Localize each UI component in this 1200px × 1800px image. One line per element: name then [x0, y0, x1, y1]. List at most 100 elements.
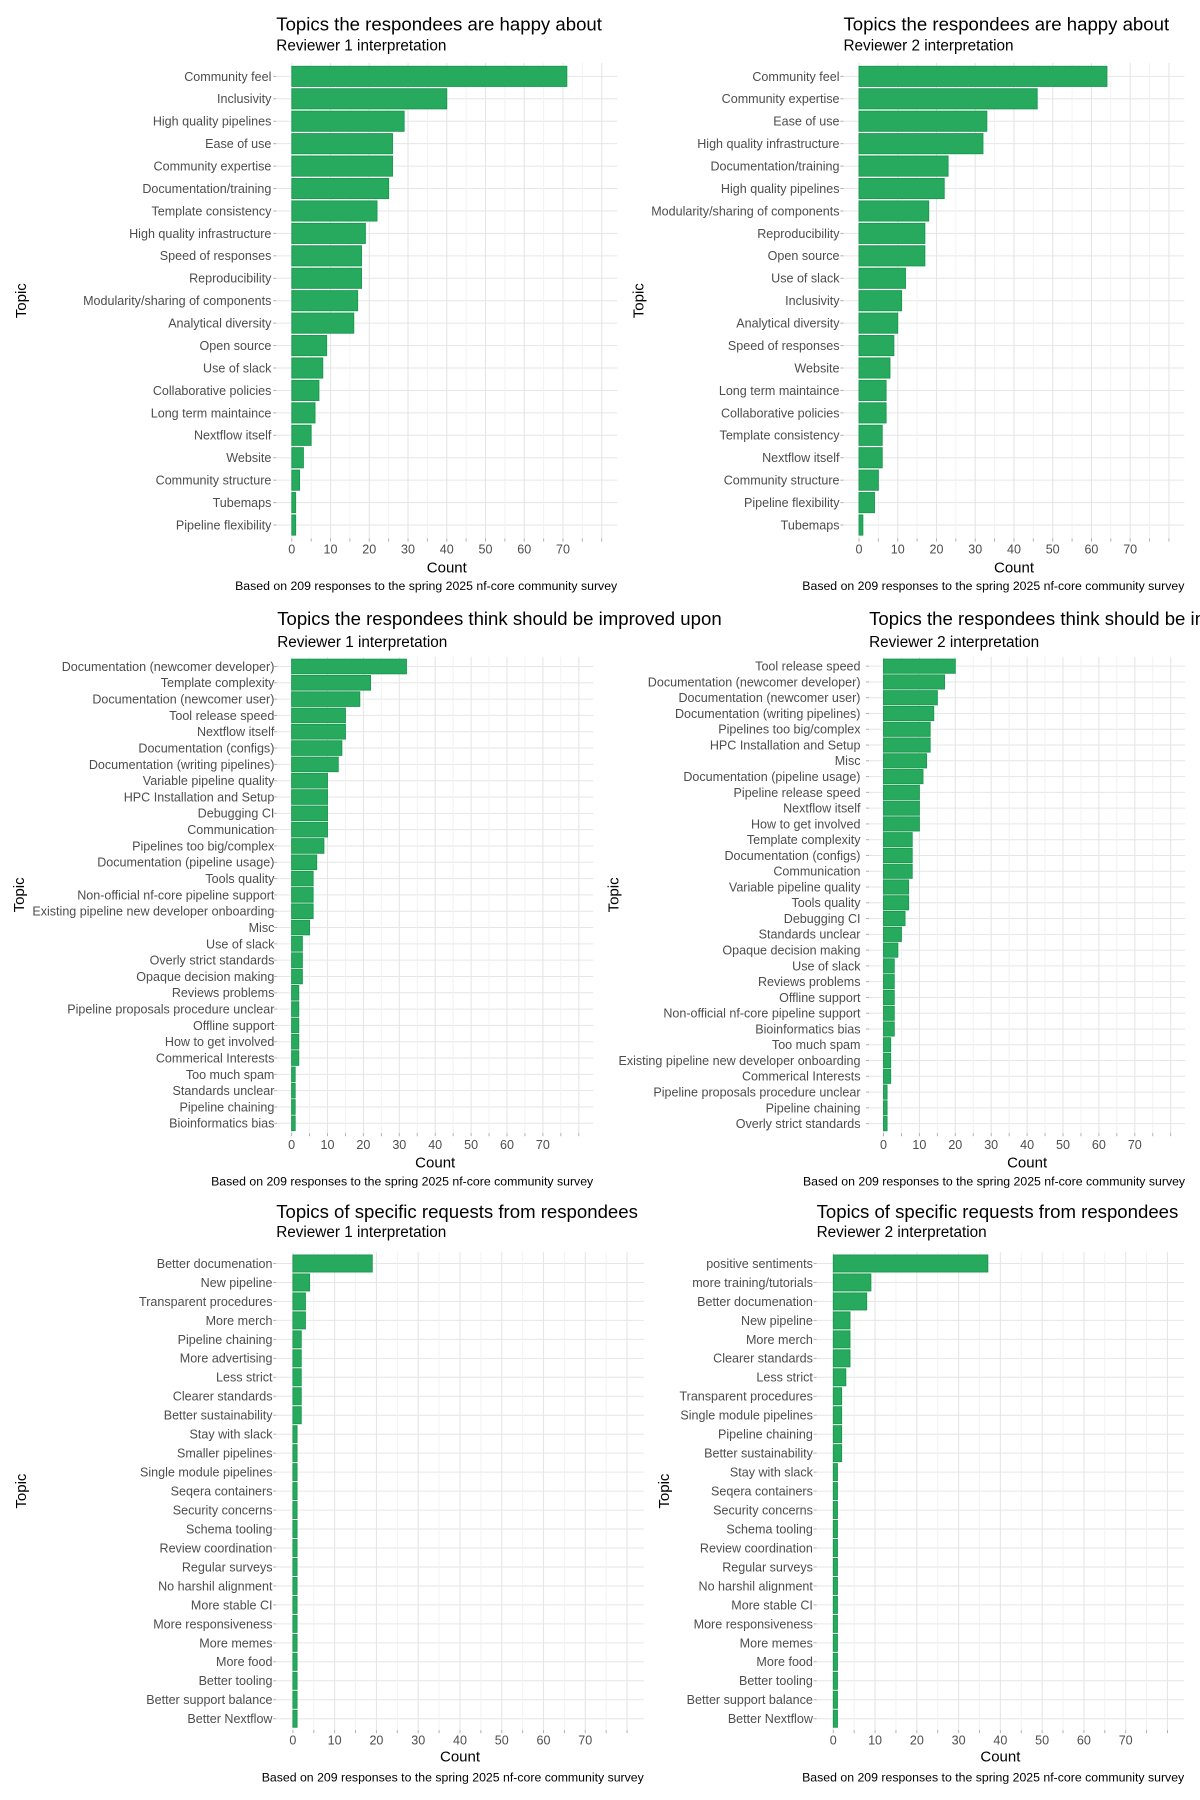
- svg-text:Open source: Open source: [768, 249, 840, 263]
- svg-text:Topic: Topic: [13, 1473, 30, 1509]
- svg-text:Pipeline chaining: Pipeline chaining: [178, 1333, 273, 1347]
- svg-text:Overly strict standards: Overly strict standards: [150, 954, 275, 968]
- svg-text:Topic: Topic: [11, 877, 28, 913]
- svg-text:Analytical diversity: Analytical diversity: [168, 317, 272, 331]
- svg-text:Nextflow itself: Nextflow itself: [783, 802, 861, 816]
- svg-text:Offline support: Offline support: [779, 991, 861, 1005]
- svg-text:50: 50: [464, 1138, 478, 1152]
- svg-text:60: 60: [1077, 1734, 1091, 1748]
- svg-text:No harshil alignment: No harshil alignment: [158, 1579, 273, 1593]
- svg-text:Overly strict standards: Overly strict standards: [736, 1117, 861, 1131]
- svg-text:Count: Count: [1007, 1154, 1048, 1171]
- svg-text:More responsiveness: More responsiveness: [153, 1617, 272, 1631]
- svg-text:0: 0: [289, 1734, 296, 1748]
- svg-text:70: 70: [1123, 543, 1137, 557]
- svg-text:Speed of responses: Speed of responses: [160, 249, 272, 263]
- svg-text:60: 60: [1092, 1138, 1106, 1152]
- svg-text:More merch: More merch: [206, 1314, 273, 1328]
- svg-text:Better documenation: Better documenation: [157, 1257, 273, 1271]
- svg-text:Documentation (newcomer develo: Documentation (newcomer developer): [648, 675, 861, 689]
- svg-text:Tool release speed: Tool release speed: [755, 660, 860, 674]
- svg-text:Based on 209 responses to the: Based on 209 responses to the spring 202…: [211, 1175, 594, 1189]
- svg-text:Debugging CI: Debugging CI: [784, 912, 861, 926]
- svg-text:Ease of use: Ease of use: [205, 137, 271, 151]
- svg-text:Documentation/training: Documentation/training: [142, 182, 271, 196]
- svg-text:Misc: Misc: [835, 754, 861, 768]
- svg-text:Better Nextflow: Better Nextflow: [728, 1712, 814, 1726]
- svg-text:60: 60: [1084, 543, 1098, 557]
- svg-text:Count: Count: [415, 1154, 456, 1171]
- svg-text:Documentation (newcomer user): Documentation (newcomer user): [92, 693, 274, 707]
- svg-text:Website: Website: [226, 451, 271, 465]
- svg-text:Documentation (writing pipelin: Documentation (writing pipelines): [675, 707, 861, 721]
- svg-text:Reviewer 1 interpretation: Reviewer 1 interpretation: [276, 37, 446, 54]
- svg-text:Too much spam: Too much spam: [772, 1038, 861, 1052]
- svg-text:Use of slack: Use of slack: [206, 937, 275, 951]
- svg-text:20: 20: [910, 1734, 924, 1748]
- svg-text:Pipeline chaining: Pipeline chaining: [718, 1428, 813, 1442]
- svg-text:More food: More food: [216, 1655, 273, 1669]
- svg-text:HPC Installation and Setup: HPC Installation and Setup: [124, 790, 275, 804]
- svg-text:Better tooling: Better tooling: [199, 1674, 273, 1688]
- svg-text:Community structure: Community structure: [156, 474, 272, 488]
- svg-text:40: 40: [428, 1138, 442, 1152]
- svg-text:30: 30: [411, 1734, 425, 1748]
- svg-text:Opaque decision making: Opaque decision making: [136, 970, 274, 984]
- svg-text:Topic: Topic: [631, 283, 648, 319]
- svg-text:50: 50: [495, 1734, 509, 1748]
- svg-text:Documentation (pipeline usage): Documentation (pipeline usage): [683, 770, 860, 784]
- svg-text:Based on 209 responses to the: Based on 209 responses to the spring 202…: [803, 1175, 1186, 1189]
- svg-text:Seqera containers: Seqera containers: [171, 1485, 273, 1499]
- svg-text:Non-official nf-core pipeline: Non-official nf-core pipeline support: [77, 888, 275, 902]
- svg-text:More memes: More memes: [199, 1636, 272, 1650]
- svg-text:Clearer standards: Clearer standards: [713, 1352, 813, 1366]
- svg-text:Reproducibility: Reproducibility: [189, 272, 272, 286]
- svg-text:Documentation (newcomer user): Documentation (newcomer user): [678, 691, 860, 705]
- svg-text:40: 40: [993, 1734, 1007, 1748]
- svg-text:Stay with slack: Stay with slack: [190, 1428, 274, 1442]
- svg-text:Topic: Topic: [13, 283, 30, 319]
- svg-text:Reviews problems: Reviews problems: [172, 986, 275, 1000]
- svg-text:10: 10: [321, 1138, 335, 1152]
- svg-text:10: 10: [324, 543, 338, 557]
- svg-text:30: 30: [968, 543, 982, 557]
- svg-text:Too much spam: Too much spam: [186, 1068, 275, 1082]
- svg-text:Smaller pipelines: Smaller pipelines: [177, 1447, 273, 1461]
- svg-text:Commerical Interests: Commerical Interests: [742, 1070, 861, 1084]
- svg-text:Topics of specific requests fr: Topics of specific requests from respond…: [276, 1201, 638, 1222]
- svg-text:Inclusivity: Inclusivity: [217, 92, 272, 106]
- svg-text:More stable CI: More stable CI: [731, 1598, 813, 1612]
- svg-text:More advertising: More advertising: [180, 1352, 273, 1366]
- svg-text:Reviewer 1 interpretation: Reviewer 1 interpretation: [276, 1224, 446, 1241]
- svg-text:Documentation (pipeline usage): Documentation (pipeline usage): [97, 856, 274, 870]
- svg-text:30: 30: [952, 1734, 966, 1748]
- svg-text:Transparent procedures: Transparent procedures: [139, 1295, 272, 1309]
- svg-text:0: 0: [288, 543, 295, 557]
- svg-text:Better support balance: Better support balance: [687, 1693, 813, 1707]
- svg-text:60: 60: [537, 1734, 551, 1748]
- svg-text:Reviewer 2 interpretation: Reviewer 2 interpretation: [844, 37, 1014, 54]
- svg-text:Regular surveys: Regular surveys: [182, 1560, 273, 1574]
- svg-text:Clearer standards: Clearer standards: [173, 1390, 273, 1404]
- svg-text:Pipelines too big/complex: Pipelines too big/complex: [132, 839, 275, 853]
- svg-text:No harshil alignment: No harshil alignment: [699, 1579, 814, 1593]
- svg-text:Pipeline chaining: Pipeline chaining: [766, 1101, 861, 1115]
- svg-text:Commerical Interests: Commerical Interests: [156, 1051, 275, 1065]
- svg-text:Existing pipeline new develope: Existing pipeline new developer onboardi…: [618, 1054, 860, 1068]
- svg-text:Transparent procedures: Transparent procedures: [679, 1390, 812, 1404]
- svg-text:HPC Installation and Setup: HPC Installation and Setup: [710, 738, 861, 752]
- svg-text:Nextflow itself: Nextflow itself: [194, 429, 272, 443]
- svg-text:Nextflow itself: Nextflow itself: [197, 725, 275, 739]
- svg-text:Pipeline flexibility: Pipeline flexibility: [744, 496, 840, 510]
- svg-text:70: 70: [578, 1734, 592, 1748]
- svg-text:More memes: More memes: [740, 1636, 813, 1650]
- svg-text:Existing pipeline new develope: Existing pipeline new developer onboardi…: [32, 905, 274, 919]
- svg-text:Template consistency: Template consistency: [720, 429, 841, 443]
- svg-text:50: 50: [1035, 1734, 1049, 1748]
- svg-text:50: 50: [479, 543, 493, 557]
- svg-text:Pipeline chaining: Pipeline chaining: [180, 1100, 275, 1114]
- svg-text:Count: Count: [980, 1748, 1021, 1765]
- svg-text:Modularity/sharing of componen: Modularity/sharing of components: [651, 204, 839, 218]
- svg-text:Reviews problems: Reviews problems: [758, 975, 861, 989]
- svg-text:Bioinformatics bias: Bioinformatics bias: [169, 1117, 274, 1131]
